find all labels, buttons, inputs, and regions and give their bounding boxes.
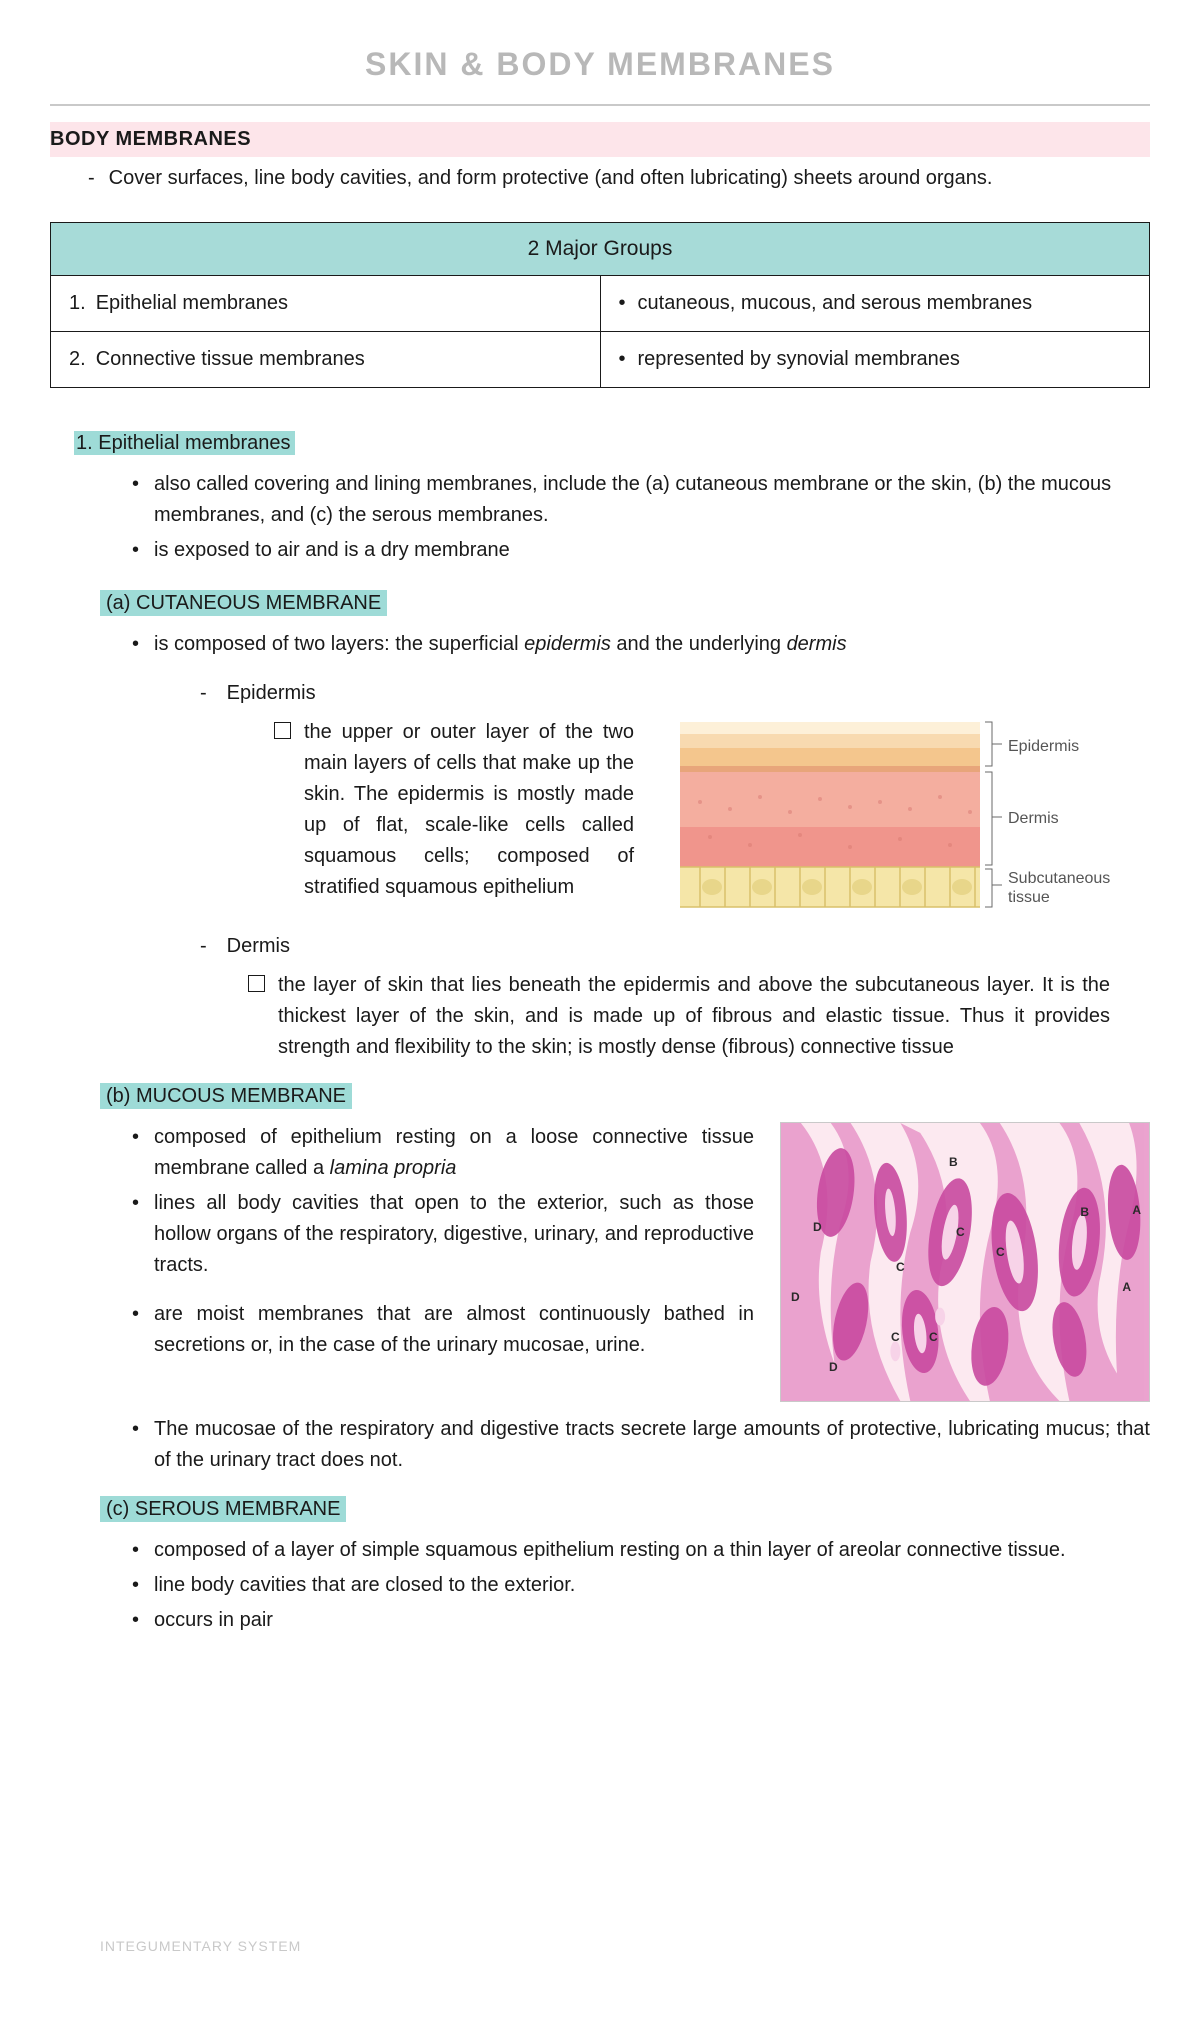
list-item: composed of epithelium resting on a loos… — [132, 1122, 754, 1184]
hist-label: C — [996, 1243, 1005, 1262]
list-item: composed of a layer of simple squamous e… — [132, 1535, 1150, 1566]
epithelial-bullets: also called covering and lining membrane… — [132, 469, 1150, 566]
section-header-body-membranes: BODY MEMBRANES — [50, 122, 1150, 157]
table-row: Epithelial membranes cutaneous, mucous, … — [51, 276, 1150, 332]
mucous-bullets-side: composed of epithelium resting on a loos… — [132, 1122, 754, 1281]
top-rule — [50, 104, 1150, 106]
list-item: also called covering and lining membrane… — [132, 469, 1150, 531]
list-item: are moist membranes that are almost cont… — [132, 1299, 754, 1361]
epidermis-text: the upper or outer layer of the two main… — [274, 717, 634, 903]
hist-label: D — [791, 1288, 800, 1307]
mucous-heading: (b) MUCOUS MEMBRANE — [100, 1081, 1150, 1112]
hist-label: B — [949, 1153, 958, 1172]
table-header: 2 Major Groups — [51, 222, 1150, 276]
hist-label: C — [956, 1223, 965, 1242]
epidermis-block: the upper or outer layer of the two main… — [50, 717, 1150, 921]
document-page: { "title": "SKIN & BODY MEMBRANES", "sec… — [50, 40, 1150, 1976]
major-groups-table: 2 Major Groups Epithelial membranes cuta… — [50, 222, 1150, 389]
dermis-text: the layer of skin that lies beneath the … — [248, 970, 1110, 1063]
table-cell-right: represented by synovial membranes — [619, 344, 1132, 375]
epidermis-label: Epidermis — [200, 678, 1150, 709]
highlight-label: 1. Epithelial membranes — [74, 431, 295, 455]
list-item: line body cavities that are closed to th… — [132, 1570, 1150, 1601]
table-cell-right: cutaneous, mucous, and serous membranes — [619, 288, 1132, 319]
highlight-label: (c) SEROUS MEMBRANE — [100, 1496, 346, 1522]
hist-label: A — [1132, 1201, 1141, 1220]
intro-text-block: Cover surfaces, line body cavities, and … — [88, 163, 1150, 194]
list-item: occurs in pair — [132, 1605, 1150, 1636]
dermis-label: Dermis — [200, 931, 1150, 962]
diagram-label-epidermis: Epidermis — [1008, 735, 1079, 760]
skin-svg — [680, 717, 980, 917]
epithelial-heading: 1. Epithelial membranes — [74, 428, 1150, 459]
list-item: lines all body cavities that open to the… — [132, 1188, 754, 1281]
intro-item: Cover surfaces, line body cavities, and … — [88, 163, 1150, 194]
highlight-label: (a) CUTANEOUS MEMBRANE — [100, 590, 387, 616]
mucous-block: composed of epithelium resting on a loos… — [50, 1122, 1150, 1402]
hist-label: C — [929, 1328, 938, 1347]
serous-bullets: composed of a layer of simple squamous e… — [132, 1535, 1150, 1636]
mucous-bullets-side2: are moist membranes that are almost cont… — [132, 1299, 754, 1361]
hist-label: C — [891, 1328, 900, 1347]
hist-label: C — [896, 1258, 905, 1277]
list-item: is composed of two layers: the superfici… — [132, 629, 1150, 660]
skin-layers-diagram: Epidermis Dermis Subcutaneous tissue — [680, 717, 1110, 917]
highlight-label: (b) MUCOUS MEMBRANE — [100, 1083, 352, 1109]
cutaneous-heading: (a) CUTANEOUS MEMBRANE — [100, 588, 1150, 619]
table-cell-left: Connective tissue membranes — [69, 344, 582, 375]
table-cell-left: Epithelial membranes — [69, 288, 582, 319]
list-item: is exposed to air and is a dry membrane — [132, 535, 1150, 566]
footer-text: INTEGUMENTARY SYSTEM — [100, 1936, 301, 1958]
cutaneous-bullets: is composed of two layers: the superfici… — [132, 629, 1150, 660]
serous-heading: (c) SEROUS MEMBRANE — [100, 1494, 1150, 1525]
diagram-label-subq: Subcutaneous tissue — [1008, 869, 1110, 907]
table-row: Connective tissue membranes represented … — [51, 332, 1150, 388]
hist-label: A — [1122, 1278, 1131, 1297]
page-title: SKIN & BODY MEMBRANES — [50, 40, 1150, 90]
hist-label: B — [1080, 1203, 1089, 1222]
hist-label: D — [813, 1218, 822, 1237]
hist-label: D — [829, 1358, 838, 1377]
mucous-bullets-full: The mucosae of the respiratory and diges… — [132, 1414, 1150, 1476]
diagram-label-dermis: Dermis — [1008, 807, 1059, 832]
histology-image: A A B B C C C C C D D D — [780, 1122, 1150, 1402]
list-item: The mucosae of the respiratory and diges… — [132, 1414, 1150, 1476]
